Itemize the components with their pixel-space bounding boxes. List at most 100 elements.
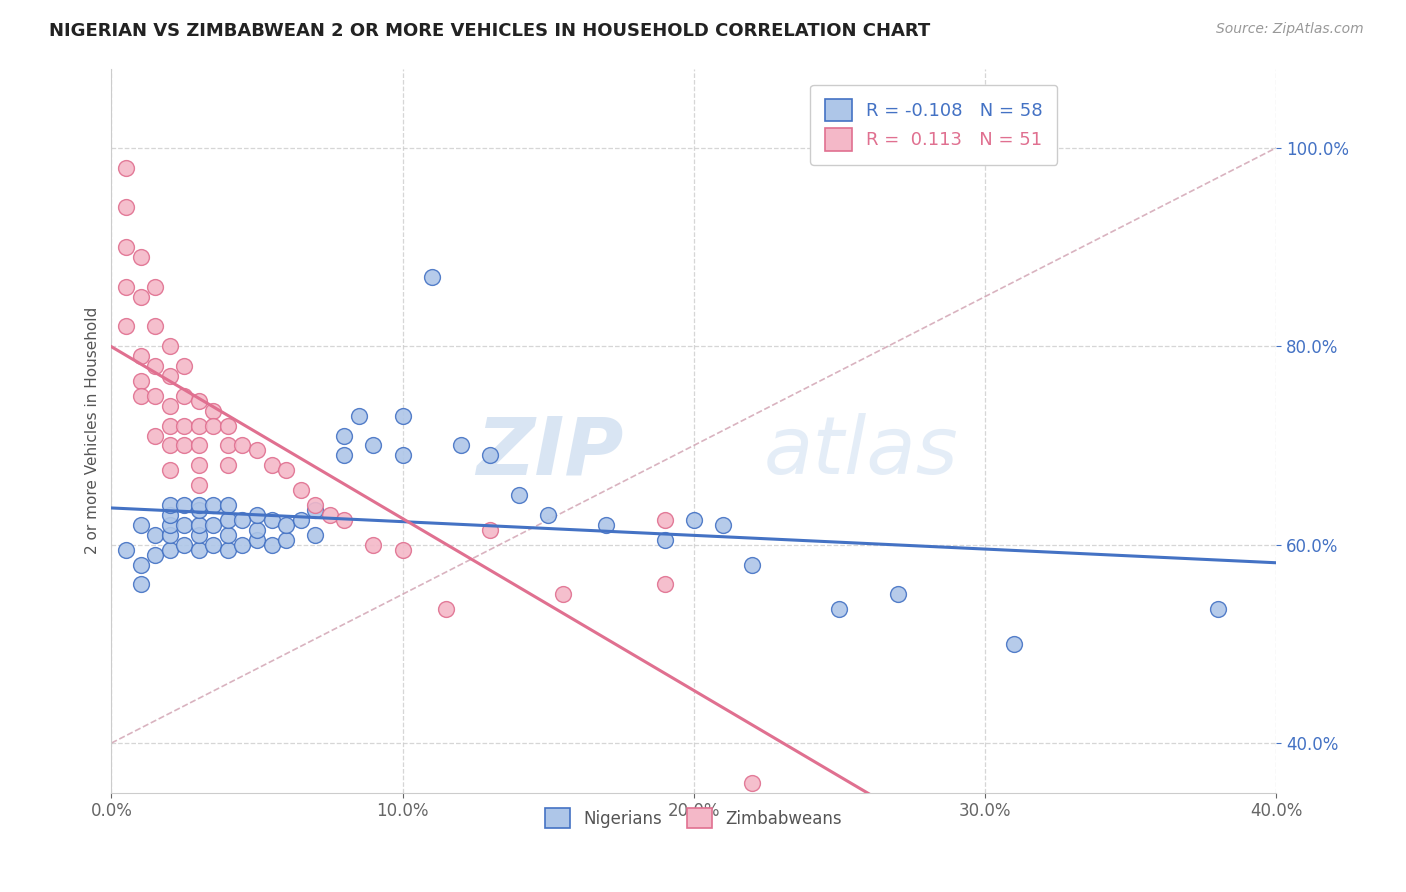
Point	[159, 463, 181, 477]
Point	[129, 374, 152, 388]
Point	[363, 538, 385, 552]
Point	[217, 513, 239, 527]
Point	[333, 449, 356, 463]
Point	[217, 458, 239, 473]
Point	[159, 438, 181, 452]
Point	[187, 527, 209, 541]
Text: ZIP: ZIP	[477, 413, 624, 491]
Point	[333, 428, 356, 442]
Point	[391, 409, 413, 423]
Point	[304, 527, 326, 541]
Point	[159, 517, 181, 532]
Point	[434, 602, 457, 616]
Point	[202, 517, 225, 532]
Point	[537, 508, 560, 522]
Point	[217, 542, 239, 557]
Point	[187, 517, 209, 532]
Text: Source: ZipAtlas.com: Source: ZipAtlas.com	[1216, 22, 1364, 37]
Point	[260, 538, 283, 552]
Point	[159, 339, 181, 353]
Point	[143, 319, 166, 334]
Text: atlas: atlas	[763, 413, 959, 491]
Point	[173, 389, 195, 403]
Point	[202, 418, 225, 433]
Point	[159, 542, 181, 557]
Point	[347, 409, 370, 423]
Point	[143, 389, 166, 403]
Point	[290, 513, 312, 527]
Point	[115, 319, 138, 334]
Point	[391, 542, 413, 557]
Point	[173, 359, 195, 373]
Legend: Nigerians, Zimbabweans: Nigerians, Zimbabweans	[538, 801, 849, 835]
Point	[391, 449, 413, 463]
Point	[143, 359, 166, 373]
Point	[143, 428, 166, 442]
Point	[159, 498, 181, 512]
Point	[187, 503, 209, 517]
Point	[260, 513, 283, 527]
Point	[260, 458, 283, 473]
Point	[274, 517, 297, 532]
Point	[129, 558, 152, 572]
Point	[187, 393, 209, 408]
Point	[187, 542, 209, 557]
Text: NIGERIAN VS ZIMBABWEAN 2 OR MORE VEHICLES IN HOUSEHOLD CORRELATION CHART: NIGERIAN VS ZIMBABWEAN 2 OR MORE VEHICLE…	[49, 22, 931, 40]
Point	[129, 389, 152, 403]
Point	[187, 438, 209, 452]
Point	[187, 498, 209, 512]
Point	[231, 538, 253, 552]
Point	[173, 498, 195, 512]
Point	[682, 513, 704, 527]
Point	[159, 418, 181, 433]
Point	[319, 508, 342, 522]
Point	[129, 577, 152, 591]
Point	[143, 527, 166, 541]
Point	[187, 478, 209, 492]
Point	[129, 250, 152, 264]
Point	[159, 527, 181, 541]
Point	[115, 542, 138, 557]
Point	[420, 269, 443, 284]
Point	[129, 517, 152, 532]
Point	[304, 503, 326, 517]
Point	[246, 523, 269, 537]
Point	[231, 438, 253, 452]
Point	[1206, 602, 1229, 616]
Point	[246, 508, 269, 522]
Point	[115, 161, 138, 175]
Point	[217, 527, 239, 541]
Point	[595, 517, 617, 532]
Point	[143, 279, 166, 293]
Point	[202, 403, 225, 417]
Point	[246, 533, 269, 547]
Point	[508, 488, 530, 502]
Point	[129, 349, 152, 363]
Point	[741, 558, 763, 572]
Point	[187, 418, 209, 433]
Point	[159, 508, 181, 522]
Point	[173, 538, 195, 552]
Point	[304, 498, 326, 512]
Point	[173, 438, 195, 452]
Point	[478, 449, 501, 463]
Point	[274, 463, 297, 477]
Point	[217, 418, 239, 433]
Point	[711, 517, 734, 532]
Point	[159, 399, 181, 413]
Y-axis label: 2 or more Vehicles in Household: 2 or more Vehicles in Household	[86, 307, 100, 554]
Point	[217, 438, 239, 452]
Point	[274, 533, 297, 547]
Point	[828, 602, 851, 616]
Point	[246, 443, 269, 458]
Point	[143, 548, 166, 562]
Point	[231, 513, 253, 527]
Point	[129, 290, 152, 304]
Point	[654, 577, 676, 591]
Point	[217, 498, 239, 512]
Point	[333, 513, 356, 527]
Point	[886, 587, 908, 601]
Point	[115, 279, 138, 293]
Point	[363, 438, 385, 452]
Point	[654, 513, 676, 527]
